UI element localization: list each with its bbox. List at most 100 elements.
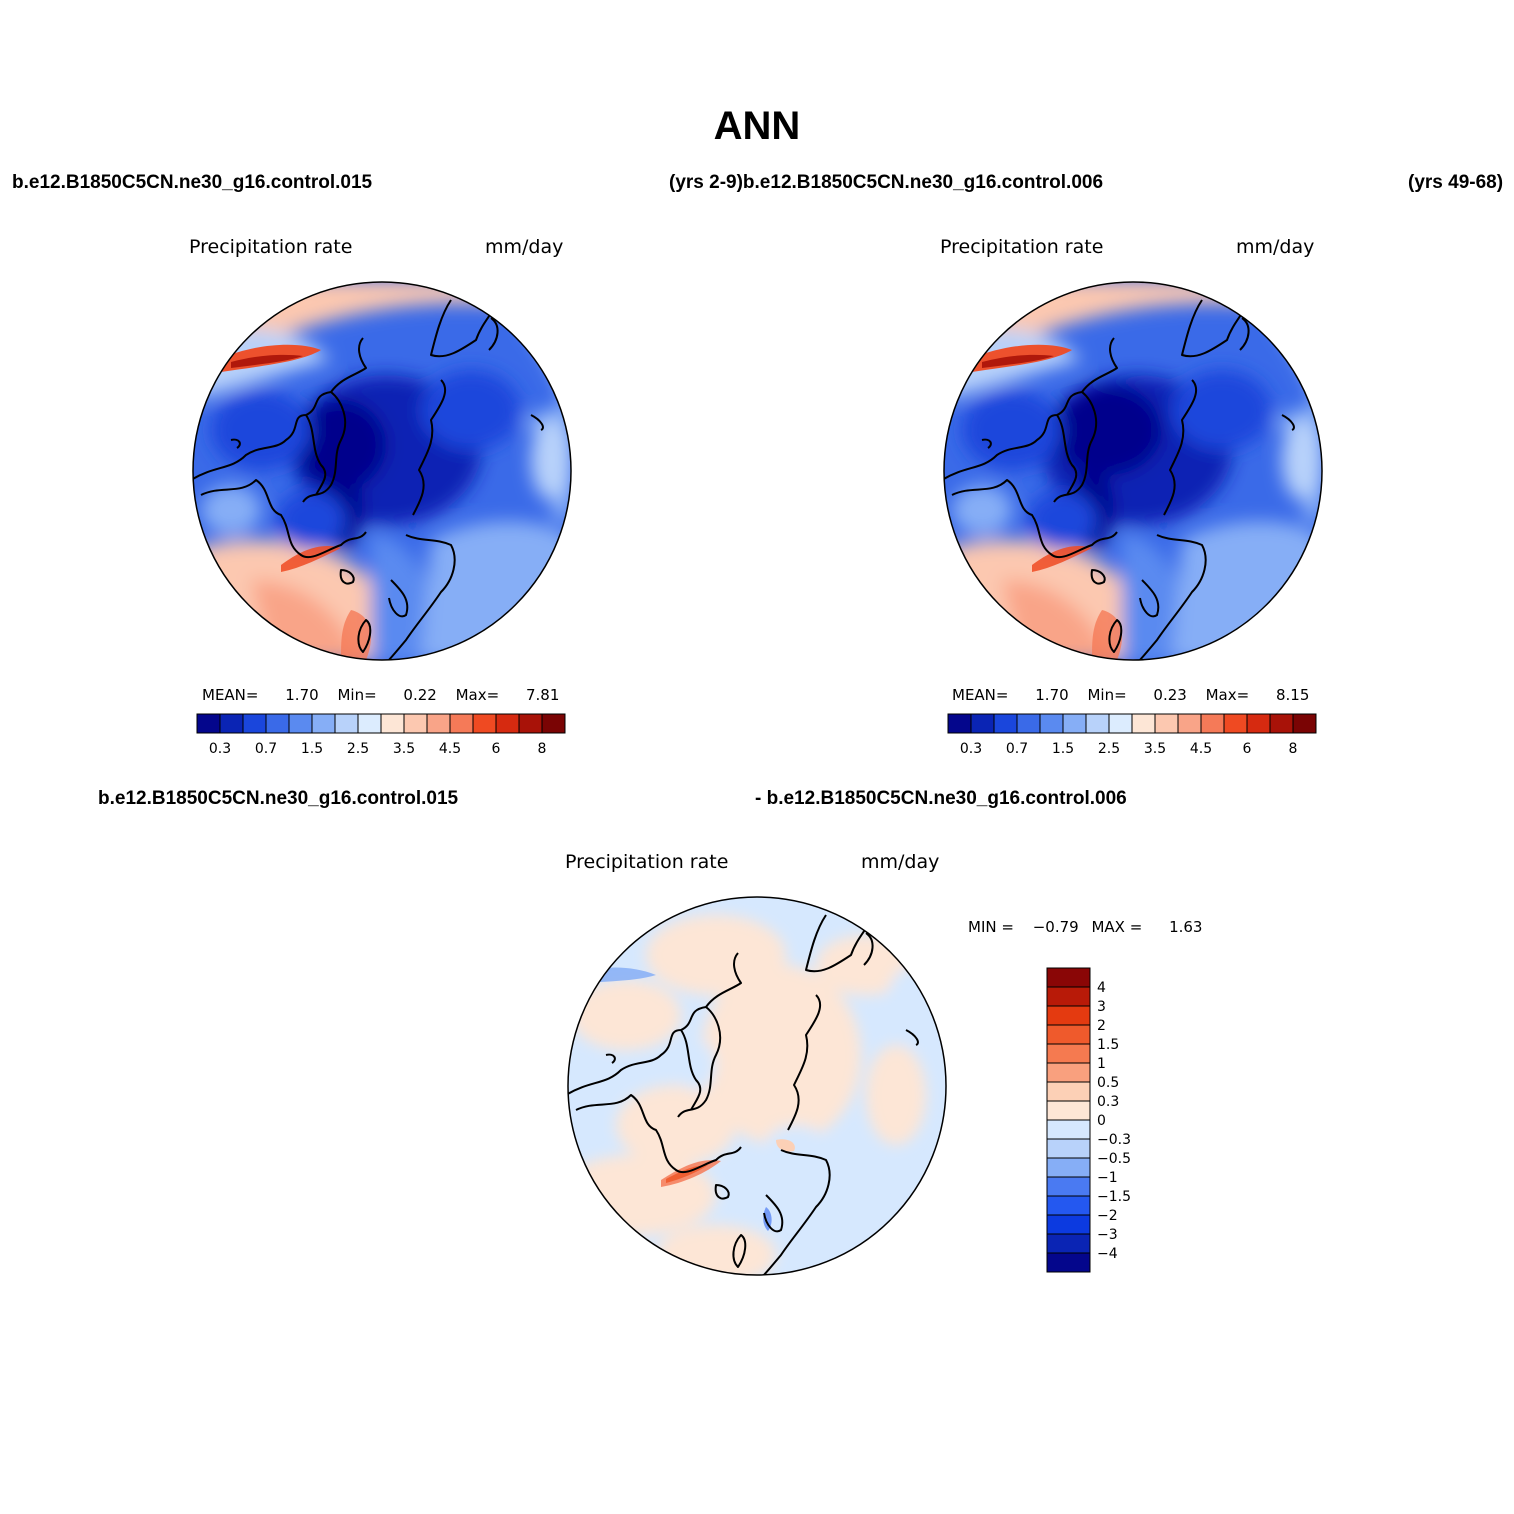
panel2-colorbar-box bbox=[1016, 713, 1041, 734]
panel1-colorbar-tick-label: 3.5 bbox=[393, 741, 415, 757]
panel2-colorbar-box bbox=[993, 713, 1018, 734]
panel2-colorbar-box bbox=[1292, 713, 1317, 734]
panel3-max-label: MAX = bbox=[1091, 918, 1143, 936]
panel2-mean-label: MEAN= bbox=[952, 686, 1009, 704]
panel1-colorbar-box bbox=[219, 713, 244, 734]
panel1-colorbar-tick-label: 1.5 bbox=[301, 741, 323, 757]
panel1-colorbar-tick-label: 0.7 bbox=[255, 741, 277, 757]
panel3-min-label: MIN = bbox=[968, 918, 1014, 936]
panel1-colorbar-box bbox=[403, 713, 428, 734]
panel3-max-value: 1.63 bbox=[1169, 918, 1203, 936]
panel3-colorbar-box bbox=[1046, 986, 1091, 1007]
panel1-colorbar-box bbox=[334, 713, 359, 734]
panel1-colorbar-box bbox=[518, 713, 543, 734]
panel1-colorbar-box bbox=[380, 713, 405, 734]
panel1-mean-value: 1.70 bbox=[285, 686, 319, 704]
panel2-colorbar-box bbox=[1200, 713, 1225, 734]
panel2-stats: MEAN= 1.70 Min= 0.23 Max= 8.15 bbox=[952, 686, 1309, 704]
panel3-colorbar-box bbox=[1046, 1138, 1091, 1159]
panel3-colorbar-tick-label: −2 bbox=[1097, 1208, 1118, 1224]
panel3-colorbar-tick-label: 0.5 bbox=[1097, 1075, 1119, 1091]
figure-title: ANN bbox=[713, 104, 801, 148]
panel1-colorbar-box bbox=[242, 713, 267, 734]
panel2-colorbar-tick-label: 2.5 bbox=[1098, 741, 1120, 757]
panel1-colorbar-box bbox=[426, 713, 451, 734]
top-right-years-label: (yrs 49-68) bbox=[1408, 172, 1504, 193]
panel1-colorbar-box bbox=[288, 713, 313, 734]
panel1-colorbar-box bbox=[196, 713, 221, 734]
panel2-max-value: 8.15 bbox=[1275, 686, 1310, 704]
panel2-variable-title: Precipitation rate bbox=[940, 236, 1104, 258]
panel3-colorbar-tick-label: −0.3 bbox=[1097, 1132, 1131, 1148]
panel1-colorbar-box bbox=[495, 713, 520, 734]
panel2-polar-map bbox=[943, 281, 1323, 661]
panel1-colorbar-box bbox=[357, 713, 382, 734]
panel1-colorbar-tick-label: 2.5 bbox=[347, 741, 369, 757]
panel1-mean-label: MEAN= bbox=[202, 686, 259, 704]
panel3-colorbar-box bbox=[1046, 1195, 1091, 1216]
panel3-colorbar-tick-label: 1.5 bbox=[1097, 1037, 1119, 1053]
panel2-colorbar-box bbox=[1177, 713, 1202, 734]
panel1-colorbar-box bbox=[541, 713, 566, 734]
panel2-colorbar-tick-label: 4.5 bbox=[1190, 741, 1212, 757]
panel3-colorbar-box bbox=[1046, 1214, 1091, 1235]
panel1-variable-title: Precipitation rate bbox=[189, 236, 353, 258]
panel3-units: mm/day bbox=[861, 851, 940, 873]
panel2-colorbar-tick-label: 6 bbox=[1243, 741, 1252, 757]
panel2-colorbar-box bbox=[1131, 713, 1156, 734]
panel1-stats: MEAN= 1.70 Min= 0.22 Max= 7.81 bbox=[202, 686, 559, 704]
panel3-colorbar-box bbox=[1046, 967, 1091, 988]
top-left-case-label: b.e12.B1850C5CN.ne30_g16.control.015 bbox=[12, 172, 373, 193]
panel2-colorbar-box bbox=[947, 713, 972, 734]
panel2-colorbar-box bbox=[1223, 713, 1248, 734]
panel2-colorbar-tick-label: 3.5 bbox=[1144, 741, 1166, 757]
panel2-colorbar-box bbox=[1108, 713, 1133, 734]
bottom-middle-case-label: - b.e12.B1850C5CN.ne30_g16.control.006 bbox=[755, 788, 1127, 809]
panel3-colorbar-box bbox=[1046, 1100, 1091, 1121]
panel3-colorbar-box bbox=[1046, 1043, 1091, 1064]
top-middle-label: (yrs 2-9)b.e12.B1850C5CN.ne30_g16.contro… bbox=[669, 172, 1104, 193]
panel3-colorbar-box bbox=[1046, 1176, 1091, 1197]
panel1-colorbar-tick-label: 0.3 bbox=[209, 741, 231, 757]
panel2-colorbar-box bbox=[1085, 713, 1110, 734]
panel3-colorbar-tick-label: −3 bbox=[1097, 1227, 1118, 1243]
panel2-mean-value: 1.70 bbox=[1035, 686, 1069, 704]
panel3-colorbar-tick-label: 3 bbox=[1097, 999, 1106, 1015]
panel3-colorbar-tick-label: 0.3 bbox=[1097, 1094, 1119, 1110]
panel3-colorbar-box bbox=[1046, 1062, 1091, 1083]
panel3-colorbar-box bbox=[1046, 1157, 1091, 1178]
panel3-variable-title: Precipitation rate bbox=[565, 851, 729, 873]
panel1-polar-map bbox=[192, 281, 572, 661]
panel3-colorbar-tick-label: 1 bbox=[1097, 1056, 1106, 1072]
panel2-units: mm/day bbox=[1236, 236, 1315, 258]
panel1-colorbar-tick-label: 8 bbox=[538, 741, 547, 757]
panel2-colorbar-box bbox=[970, 713, 995, 734]
panel1-colorbar-box bbox=[472, 713, 497, 734]
panel1-units: mm/day bbox=[485, 236, 564, 258]
panel2-colorbar-box bbox=[1062, 713, 1087, 734]
panel3-colorbar-tick-label: 2 bbox=[1097, 1018, 1106, 1034]
panel2-min-label: Min= bbox=[1087, 686, 1127, 704]
panel2-min-value: 0.23 bbox=[1153, 686, 1187, 704]
panel3-colorbar-box bbox=[1046, 1081, 1091, 1102]
panel2-colorbar-box bbox=[1154, 713, 1179, 734]
panel2-colorbar-tick-label: 8 bbox=[1289, 741, 1298, 757]
panel3-stats: MIN = −0.79 MAX = 1.63 bbox=[968, 918, 1202, 936]
panel3-colorbar-box bbox=[1046, 1119, 1091, 1140]
panel1-max-label: Max= bbox=[455, 686, 500, 704]
panel1-colorbar-box bbox=[311, 713, 336, 734]
panel1-max-value: 7.81 bbox=[525, 686, 560, 704]
panel2-colorbar-box bbox=[1269, 713, 1294, 734]
panel1-min-value: 0.22 bbox=[403, 686, 437, 704]
panel2-colorbar: 0.3 0.7 1.5 2.5 3.5 4.5 6 8 bbox=[947, 713, 1317, 757]
panel1-colorbar-tick-label: 6 bbox=[492, 741, 501, 757]
panel3-colorbar-tick-label: −4 bbox=[1097, 1246, 1118, 1262]
panel3-colorbar-tick-label: −1 bbox=[1097, 1170, 1118, 1186]
panel2-colorbar-tick-label: 0.7 bbox=[1006, 741, 1028, 757]
panel1-colorbar: 0.3 0.7 1.5 2.5 3.5 4.5 6 8 bbox=[196, 713, 566, 757]
panel1-colorbar-box bbox=[449, 713, 474, 734]
panel3-colorbar-tick-label: 4 bbox=[1097, 980, 1106, 996]
panel1-min-label: Min= bbox=[337, 686, 377, 704]
panel1-colorbar-box bbox=[265, 713, 290, 734]
panel3-colorbar-box bbox=[1046, 1233, 1091, 1254]
